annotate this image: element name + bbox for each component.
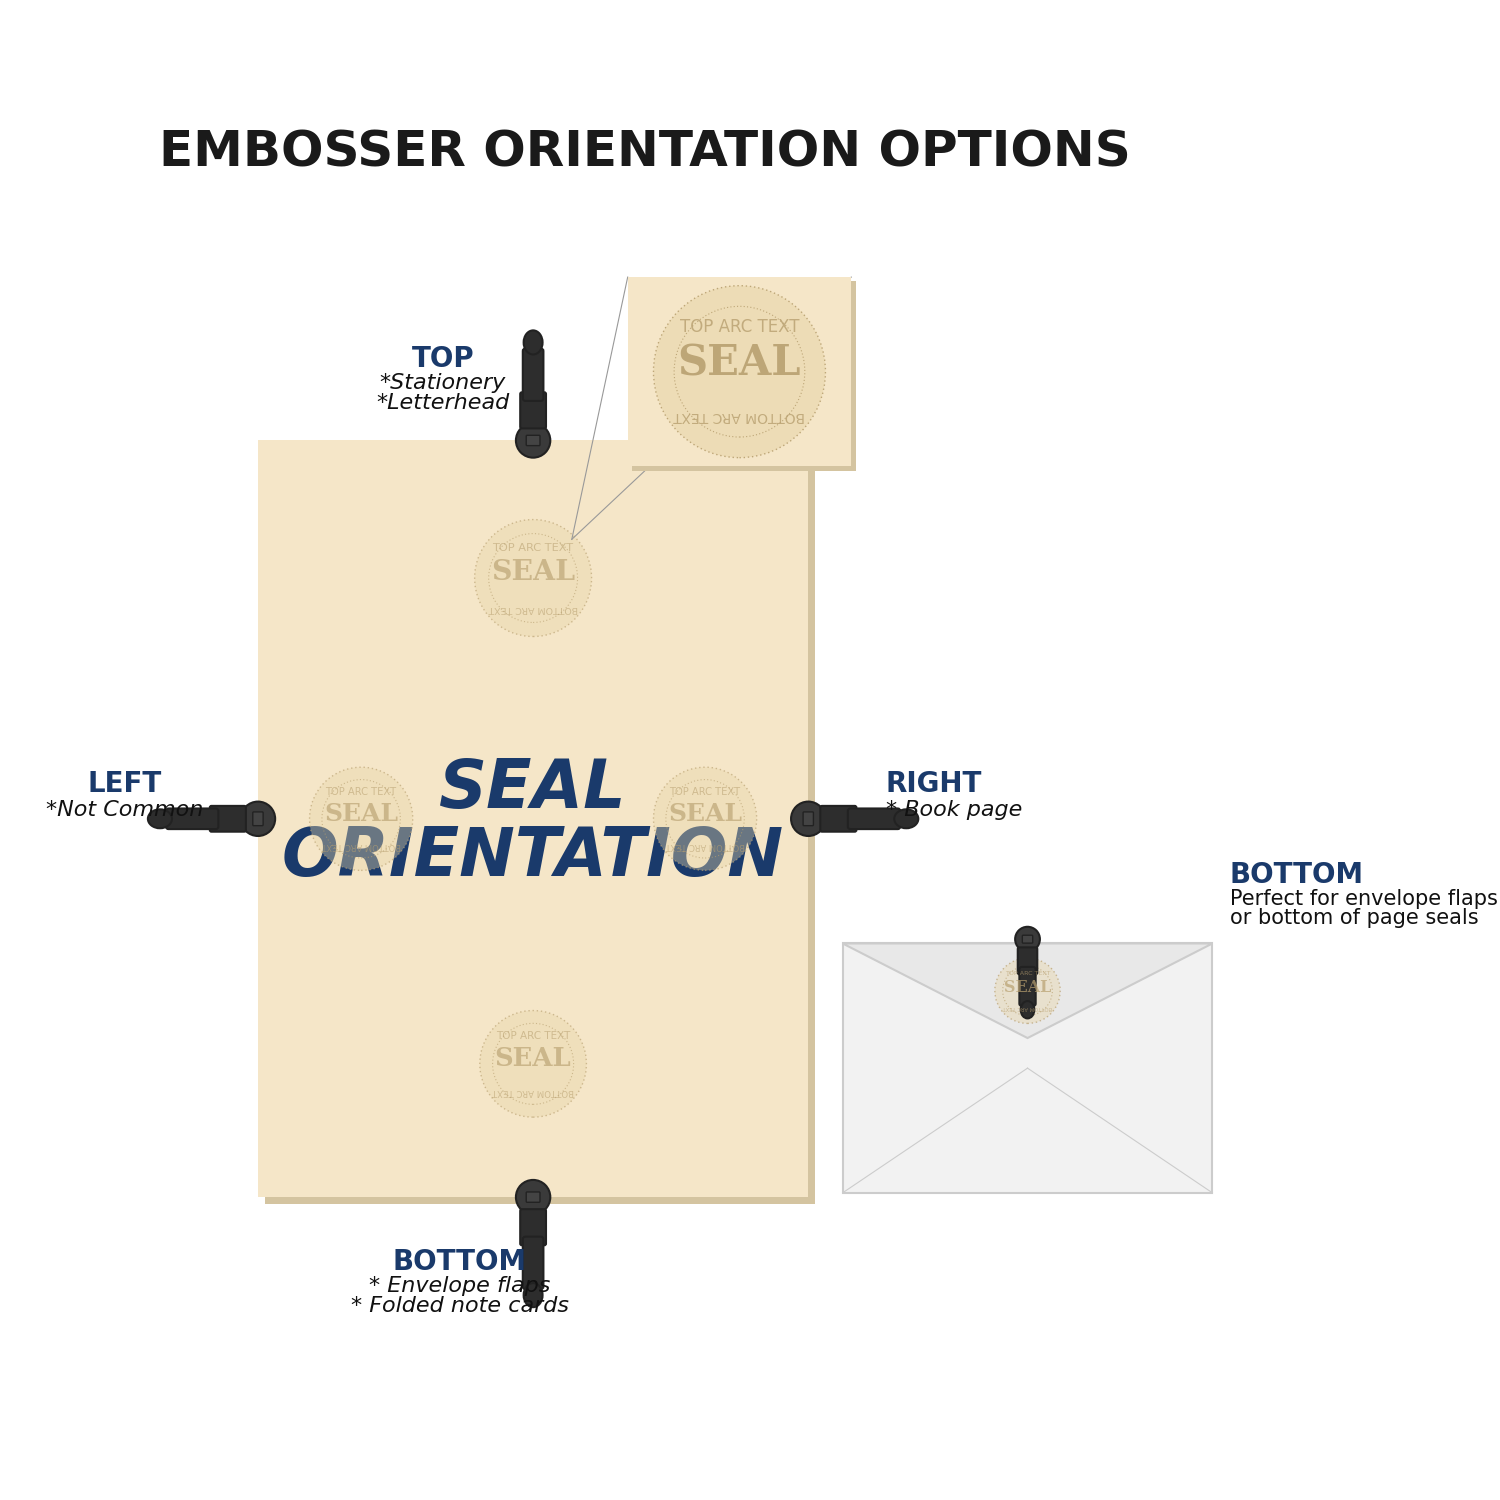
Polygon shape: [843, 944, 1212, 1038]
Circle shape: [1016, 927, 1040, 951]
Ellipse shape: [524, 1282, 543, 1306]
Text: TOP ARC TEXT: TOP ARC TEXT: [669, 788, 741, 796]
Text: BOTTOM ARC TEXT: BOTTOM ARC TEXT: [489, 604, 578, 613]
Text: TOP: TOP: [411, 345, 474, 374]
FancyBboxPatch shape: [266, 447, 815, 1205]
Text: LEFT: LEFT: [87, 771, 162, 798]
Text: TOP ARC TEXT: TOP ARC TEXT: [492, 543, 573, 552]
Text: SEAL: SEAL: [324, 801, 398, 825]
Circle shape: [790, 801, 825, 836]
Ellipse shape: [148, 810, 172, 828]
FancyBboxPatch shape: [524, 348, 543, 400]
FancyBboxPatch shape: [520, 393, 546, 429]
Text: BOTTOM ARC TEXT: BOTTOM ARC TEXT: [321, 842, 400, 850]
Circle shape: [654, 766, 756, 870]
FancyBboxPatch shape: [632, 282, 855, 471]
FancyBboxPatch shape: [1023, 934, 1032, 944]
Ellipse shape: [1020, 1000, 1035, 1018]
FancyBboxPatch shape: [526, 435, 540, 445]
Text: TOP ARC TEXT: TOP ARC TEXT: [680, 318, 800, 336]
FancyBboxPatch shape: [166, 808, 219, 830]
FancyBboxPatch shape: [526, 1192, 540, 1203]
Text: *Letterhead: *Letterhead: [376, 393, 510, 414]
Text: TOP ARC TEXT: TOP ARC TEXT: [496, 1030, 570, 1041]
Circle shape: [474, 519, 591, 636]
Circle shape: [309, 766, 413, 870]
Ellipse shape: [524, 330, 543, 354]
FancyBboxPatch shape: [847, 808, 900, 830]
Text: * Folded note cards: * Folded note cards: [351, 1296, 568, 1317]
FancyBboxPatch shape: [802, 812, 813, 825]
Text: TOP ARC TEXT: TOP ARC TEXT: [326, 788, 396, 796]
Text: BOTTOM ARC TEXT: BOTTOM ARC TEXT: [674, 410, 806, 423]
Text: SEAL: SEAL: [668, 801, 742, 825]
Text: ORIENTATION: ORIENTATION: [282, 825, 784, 891]
Text: SEAL: SEAL: [490, 558, 574, 585]
Text: BOTTOM ARC TEXT: BOTTOM ARC TEXT: [666, 842, 746, 850]
Text: BOTTOM: BOTTOM: [393, 1248, 526, 1275]
FancyBboxPatch shape: [520, 1209, 546, 1245]
Text: *Stationery: *Stationery: [380, 374, 506, 393]
Circle shape: [994, 958, 1060, 1023]
Text: BOTTOM ARC TEXT: BOTTOM ARC TEXT: [492, 1088, 574, 1096]
Circle shape: [516, 1180, 550, 1215]
Circle shape: [654, 285, 825, 458]
Text: TOP ARC TEXT: TOP ARC TEXT: [1005, 972, 1050, 976]
Text: or bottom of page seals: or bottom of page seals: [1230, 908, 1478, 927]
Text: SEAL: SEAL: [495, 1046, 572, 1071]
Text: Perfect for envelope flaps: Perfect for envelope flaps: [1230, 890, 1497, 909]
FancyBboxPatch shape: [843, 944, 1212, 1192]
Circle shape: [242, 801, 274, 836]
Text: BOTTOM ARC TEXT: BOTTOM ARC TEXT: [1004, 1005, 1053, 1010]
FancyBboxPatch shape: [254, 812, 262, 825]
FancyBboxPatch shape: [627, 278, 852, 466]
FancyBboxPatch shape: [524, 1236, 543, 1288]
FancyBboxPatch shape: [821, 806, 856, 831]
FancyBboxPatch shape: [1020, 968, 1035, 1006]
Text: BOTTOM: BOTTOM: [1230, 861, 1364, 888]
Text: * Envelope flaps: * Envelope flaps: [369, 1275, 550, 1296]
Text: *Not Common: *Not Common: [46, 800, 204, 820]
Text: EMBOSSER ORIENTATION OPTIONS: EMBOSSER ORIENTATION OPTIONS: [159, 129, 1131, 177]
Text: SEAL: SEAL: [440, 756, 627, 822]
FancyBboxPatch shape: [210, 806, 246, 831]
Circle shape: [480, 1011, 586, 1118]
Text: * Book page: * Book page: [885, 800, 1022, 820]
Circle shape: [516, 423, 550, 458]
Ellipse shape: [894, 810, 918, 828]
FancyBboxPatch shape: [258, 441, 809, 1197]
Text: SEAL: SEAL: [678, 342, 801, 384]
Text: SEAL: SEAL: [1004, 980, 1052, 996]
FancyBboxPatch shape: [1019, 948, 1038, 975]
Text: RIGHT: RIGHT: [885, 771, 983, 798]
